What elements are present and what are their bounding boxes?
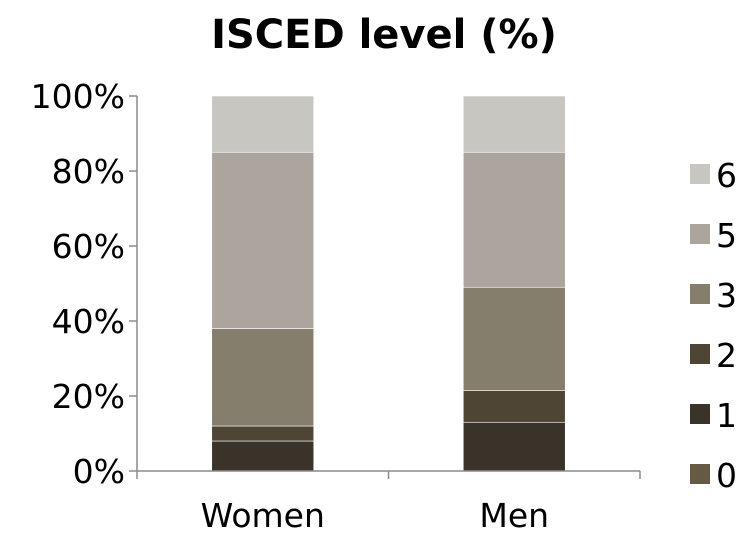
bar-segment-men-level-1	[462, 421, 566, 472]
legend-swatch-6	[690, 164, 710, 184]
bar-segment-women-level-3	[211, 328, 315, 427]
bar-segment-women-level-5	[211, 151, 315, 329]
legend-label-2: 2	[716, 336, 737, 375]
bar-segment-men-level-3	[462, 286, 566, 391]
legend-swatch-2	[690, 344, 710, 364]
y-tick-label: 100%	[31, 77, 125, 116]
y-tick-label: 40%	[52, 302, 125, 341]
legend-label-1: 1	[716, 396, 737, 435]
y-tick-label: 20%	[52, 377, 125, 416]
bar-segment-women-level-6	[211, 95, 315, 153]
bar-segment-men-level-5	[462, 151, 566, 288]
y-axis-ticks: 0% 20% 40% 60% 80% 100%	[31, 77, 137, 491]
legend-label-6: 6	[716, 156, 737, 195]
chart-title: ISCED level (%)	[211, 12, 557, 58]
y-tick-label: 60%	[52, 227, 125, 266]
x-axis-ticks: Women Men	[136, 471, 641, 535]
bar-segment-women-level-2	[211, 425, 315, 442]
legend-label-5: 5	[716, 216, 737, 255]
y-tick-label: 0%	[73, 452, 125, 491]
bar-segment-men-level-2	[462, 390, 566, 423]
legend: 6 5 3 2 1 0	[690, 156, 737, 495]
bar-segment-women-level-1	[211, 440, 315, 472]
y-tick-label: 80%	[52, 152, 125, 191]
bar-segment-men-level-6	[462, 95, 566, 153]
legend-swatch-1	[690, 404, 710, 424]
x-tick-label: Women	[201, 496, 325, 535]
axes	[136, 96, 640, 472]
x-tick-label: Men	[479, 496, 549, 535]
legend-swatch-3	[690, 284, 710, 304]
legend-label-3: 3	[716, 276, 737, 315]
legend-swatch-5	[690, 224, 710, 244]
legend-label-0: 0	[716, 456, 737, 495]
bar-stacks	[211, 95, 566, 472]
legend-swatch-0	[690, 464, 710, 484]
